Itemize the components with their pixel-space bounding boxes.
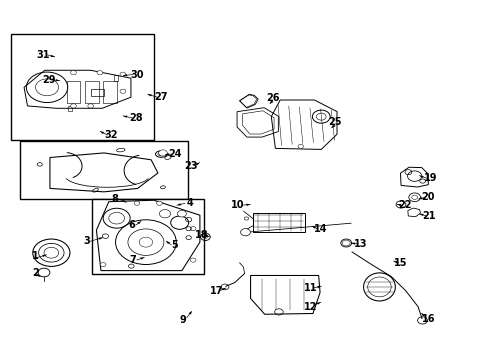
Polygon shape bbox=[147, 94, 152, 96]
Polygon shape bbox=[246, 204, 250, 206]
Circle shape bbox=[190, 258, 196, 262]
Text: 26: 26 bbox=[265, 93, 279, 103]
Text: 9: 9 bbox=[180, 315, 186, 325]
Text: 24: 24 bbox=[168, 149, 182, 159]
Text: 23: 23 bbox=[183, 161, 197, 171]
Text: 29: 29 bbox=[42, 75, 56, 85]
Circle shape bbox=[177, 210, 186, 217]
Circle shape bbox=[156, 201, 162, 205]
Bar bbox=[91, 89, 104, 96]
Polygon shape bbox=[123, 116, 127, 118]
Text: 19: 19 bbox=[423, 173, 436, 183]
Text: 20: 20 bbox=[421, 192, 434, 202]
Polygon shape bbox=[42, 255, 46, 257]
Bar bbox=[92, 199, 204, 274]
Polygon shape bbox=[331, 125, 335, 128]
Text: 1: 1 bbox=[32, 251, 39, 261]
Polygon shape bbox=[36, 274, 40, 276]
Text: 22: 22 bbox=[397, 200, 411, 210]
Text: 17: 17 bbox=[209, 285, 223, 296]
Polygon shape bbox=[311, 226, 315, 229]
Polygon shape bbox=[204, 234, 209, 237]
Circle shape bbox=[120, 72, 125, 76]
Bar bbox=[85, 81, 99, 103]
Text: 5: 5 bbox=[171, 240, 178, 250]
Polygon shape bbox=[137, 221, 141, 224]
Polygon shape bbox=[419, 214, 423, 216]
Text: 25: 25 bbox=[327, 117, 341, 127]
Text: 32: 32 bbox=[104, 130, 118, 140]
Polygon shape bbox=[50, 55, 55, 57]
Text: 3: 3 bbox=[83, 236, 90, 246]
Polygon shape bbox=[100, 131, 104, 134]
Text: 6: 6 bbox=[128, 220, 135, 230]
Text: 30: 30 bbox=[130, 69, 143, 80]
Polygon shape bbox=[166, 241, 170, 244]
Text: 16: 16 bbox=[421, 314, 434, 324]
Polygon shape bbox=[269, 101, 273, 104]
Bar bbox=[67, 105, 72, 111]
Text: 15: 15 bbox=[393, 258, 407, 268]
Text: 13: 13 bbox=[353, 239, 367, 249]
Bar bbox=[20, 141, 188, 199]
Text: 10: 10 bbox=[231, 200, 244, 210]
Text: 21: 21 bbox=[422, 211, 435, 221]
Circle shape bbox=[408, 193, 420, 202]
Polygon shape bbox=[419, 176, 423, 178]
Circle shape bbox=[297, 144, 303, 148]
Text: 8: 8 bbox=[111, 194, 118, 204]
Text: 18: 18 bbox=[195, 230, 208, 240]
Polygon shape bbox=[316, 286, 321, 288]
Polygon shape bbox=[195, 163, 199, 165]
Polygon shape bbox=[393, 261, 397, 263]
Text: 12: 12 bbox=[303, 302, 317, 312]
Circle shape bbox=[159, 210, 170, 218]
Polygon shape bbox=[140, 257, 144, 260]
Text: 2: 2 bbox=[32, 267, 39, 278]
Circle shape bbox=[100, 262, 106, 267]
Polygon shape bbox=[418, 197, 422, 199]
Circle shape bbox=[240, 229, 250, 236]
Text: 28: 28 bbox=[129, 113, 142, 123]
Circle shape bbox=[190, 226, 196, 231]
Polygon shape bbox=[123, 74, 127, 76]
Polygon shape bbox=[177, 203, 181, 206]
Polygon shape bbox=[421, 313, 424, 316]
Circle shape bbox=[395, 201, 405, 208]
Bar bbox=[11, 34, 154, 140]
Bar bbox=[103, 81, 117, 103]
Text: 31: 31 bbox=[36, 50, 50, 60]
Polygon shape bbox=[221, 288, 225, 291]
Circle shape bbox=[88, 104, 93, 108]
Circle shape bbox=[70, 104, 76, 108]
Polygon shape bbox=[165, 153, 169, 156]
Circle shape bbox=[159, 150, 167, 156]
Polygon shape bbox=[56, 79, 60, 81]
Polygon shape bbox=[396, 204, 400, 206]
Bar bbox=[113, 75, 118, 81]
Polygon shape bbox=[188, 311, 191, 315]
Circle shape bbox=[97, 71, 102, 75]
Text: 4: 4 bbox=[186, 198, 193, 208]
Text: 27: 27 bbox=[154, 92, 168, 102]
Ellipse shape bbox=[340, 239, 351, 247]
Circle shape bbox=[70, 71, 76, 75]
Polygon shape bbox=[316, 302, 320, 305]
Text: 14: 14 bbox=[313, 224, 326, 234]
Circle shape bbox=[134, 201, 140, 205]
Text: 11: 11 bbox=[303, 283, 317, 293]
Bar bbox=[252, 213, 304, 232]
Circle shape bbox=[120, 89, 125, 93]
Polygon shape bbox=[350, 243, 354, 245]
Polygon shape bbox=[122, 200, 126, 202]
Polygon shape bbox=[98, 238, 102, 240]
Bar bbox=[66, 81, 80, 103]
Text: 7: 7 bbox=[129, 255, 136, 265]
